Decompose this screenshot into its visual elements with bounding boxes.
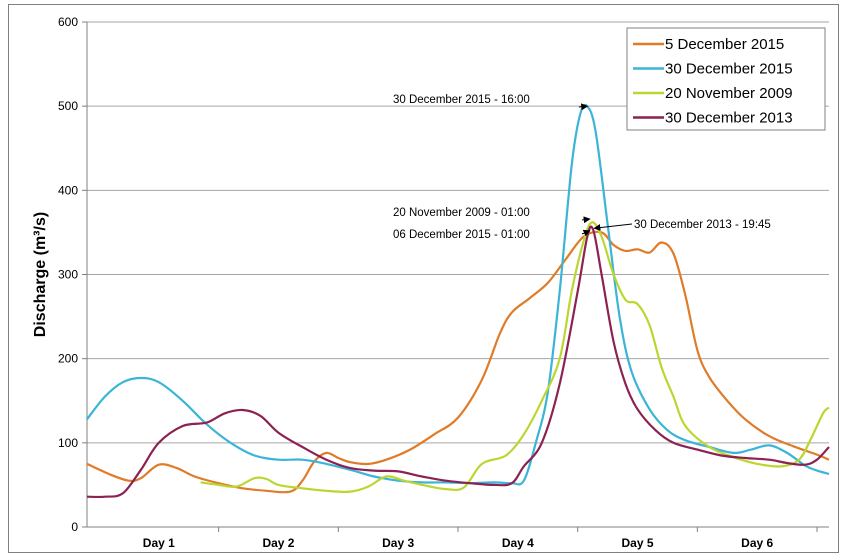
series-line-3 — [200, 221, 830, 493]
annotations: 30 December 2015 - 16:00 20 November 2009… — [393, 94, 771, 241]
x-tick-label: Day 2 — [262, 536, 294, 550]
series-line-1 — [86, 230, 830, 494]
x-tick-label: Day 5 — [622, 536, 654, 550]
x-tick-label: Day 3 — [382, 536, 414, 550]
y-tick-label: 400 — [58, 183, 78, 197]
legend-label: 20 November 2009 — [665, 85, 793, 102]
annotation-arrow — [581, 216, 591, 224]
annotation-arrow — [581, 229, 591, 237]
y-tick-label: 300 — [58, 268, 78, 282]
annotation-arrow — [578, 103, 589, 111]
legend-label: 30 December 2013 — [665, 110, 793, 127]
gridlines — [87, 21, 829, 444]
y-tick-label: 100 — [58, 436, 78, 450]
annotation-label: 30 December 2015 - 16:00 — [393, 94, 530, 106]
y-axis-label: Discharge (m³/s) — [32, 212, 49, 337]
y-tick-label: 600 — [58, 15, 78, 29]
series-line-4 — [86, 225, 830, 499]
y-tick-labels: 0 100 200 300 400 500 600 — [58, 15, 87, 534]
series-lines — [86, 103, 830, 499]
annotation-arrow — [593, 223, 633, 232]
x-tick-label: Day 1 — [143, 536, 175, 550]
annotation-label: 20 November 2009 - 01:00 — [393, 207, 530, 219]
series-line-2 — [86, 103, 830, 486]
annotation-label: 06 December 2015 - 01:00 — [393, 229, 530, 241]
y-tick-label: 0 — [71, 520, 78, 534]
y-tick-label: 500 — [58, 99, 78, 113]
x-tick-label: Day 6 — [741, 536, 773, 550]
y-tick-label: 200 — [58, 352, 78, 366]
legend-label: 30 December 2015 — [665, 61, 793, 78]
legend: 5 December 2015 30 December 2015 20 Novemb… — [626, 27, 826, 131]
x-tick-labels: Day 1 Day 2 Day 3 Day 4 Day 5 Day 6 — [143, 527, 818, 550]
x-tick-label: Day 4 — [502, 536, 534, 550]
annotation-label: 30 December 2013 - 19:45 — [634, 219, 771, 231]
legend-label: 5 December 2015 — [665, 36, 784, 53]
